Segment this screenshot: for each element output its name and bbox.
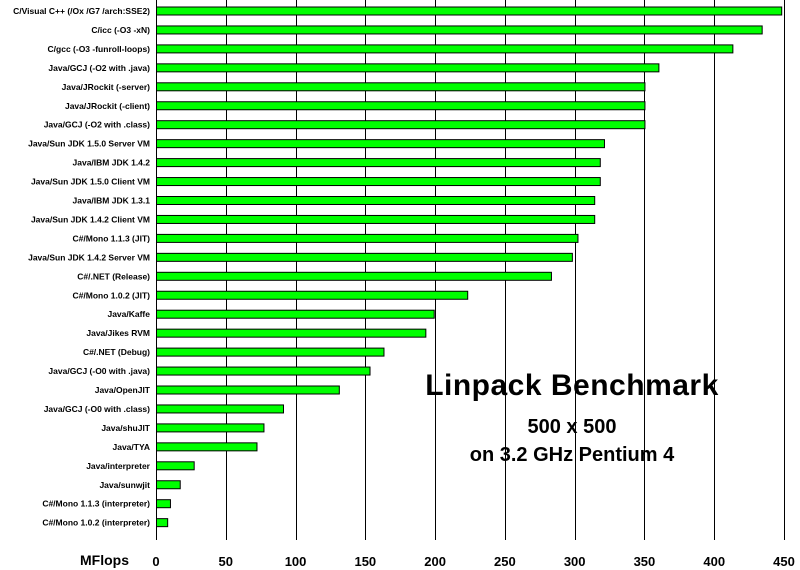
bar xyxy=(156,461,195,471)
bar xyxy=(156,347,385,357)
category-label: Java/Jikes RVM xyxy=(86,328,150,338)
x-tick-label: 100 xyxy=(285,554,307,569)
bar xyxy=(156,120,646,130)
x-tick-label: 200 xyxy=(424,554,446,569)
category-label: C/gcc (-O3 -funroll-loops) xyxy=(48,44,151,54)
category-label: Java/GCJ (-O0 with .java) xyxy=(48,366,150,376)
bar xyxy=(156,139,605,149)
category-label: Java/GCJ (-O2 with .class) xyxy=(44,120,150,130)
category-label: C#/Mono 1.0.2 (interpreter) xyxy=(42,518,150,528)
bars xyxy=(156,6,783,528)
bar xyxy=(156,366,371,376)
bar xyxy=(156,423,265,433)
category-label: Java/JRockit (-server) xyxy=(62,82,151,92)
category-label: C/icc (-O3 -xN) xyxy=(91,25,150,35)
bar xyxy=(156,385,340,395)
category-label: Java/TYA xyxy=(113,442,151,452)
bar xyxy=(156,6,783,16)
x-tick-label: 300 xyxy=(564,554,586,569)
bar xyxy=(156,25,763,35)
category-label: C#/.NET (Release) xyxy=(77,271,150,281)
category-label: C#/.NET (Debug) xyxy=(83,347,150,357)
category-label: Java/JRockit (-client) xyxy=(65,101,150,111)
category-label: Java/sunwjit xyxy=(99,480,150,490)
x-tick-labels: 0 50 100 150 200 250 300 350 400 450 xyxy=(152,554,794,569)
bar xyxy=(156,271,552,281)
x-tick-label: 0 xyxy=(152,554,159,569)
category-label: Java/Sun JDK 1.4.2 Client VM xyxy=(31,214,150,224)
category-label: C/Visual C++ (/Ox /G7 /arch:SSE2) xyxy=(13,6,150,16)
bar xyxy=(156,499,171,509)
bar xyxy=(156,518,169,528)
bar xyxy=(156,328,427,338)
bar xyxy=(156,158,601,168)
category-label: C#/Mono 1.1.3 (JIT) xyxy=(73,233,151,243)
chart-title: Linpack Benchmark xyxy=(425,369,719,402)
category-label: Java/Sun JDK 1.5.0 Server VM xyxy=(28,139,150,149)
bar xyxy=(156,101,646,111)
category-label: Java/Kaffe xyxy=(107,309,150,319)
bar xyxy=(156,290,469,300)
bar xyxy=(156,82,646,92)
category-label: Java/IBM JDK 1.4.2 xyxy=(73,158,151,168)
category-label: C#/Mono 1.0.2 (JIT) xyxy=(73,290,151,300)
bar xyxy=(156,309,435,319)
x-axis-label: MFlops xyxy=(80,552,129,568)
category-label: Java/OpenJIT xyxy=(95,385,151,395)
category-label: Java/GCJ (-O0 with .class) xyxy=(44,404,150,414)
category-label: Java/Sun JDK 1.5.0 Client VM xyxy=(31,177,150,187)
category-label: Java/Sun JDK 1.4.2 Server VM xyxy=(28,252,150,262)
bar xyxy=(156,196,596,205)
bar xyxy=(156,214,596,224)
x-tick-label: 150 xyxy=(354,554,376,569)
category-label: Java/shuJIT xyxy=(101,423,150,433)
bar xyxy=(156,63,660,73)
x-tick-label: 350 xyxy=(634,554,656,569)
bar xyxy=(156,44,734,54)
x-tick-label: 400 xyxy=(703,554,725,569)
bar xyxy=(156,404,284,414)
category-label: Java/interpreter xyxy=(86,461,150,471)
x-tick-label: 50 xyxy=(219,554,233,569)
category-label: Java/GCJ (-O2 with .java) xyxy=(48,63,150,73)
bar xyxy=(156,480,181,490)
chart-subtitle: 500 x 500 xyxy=(527,416,617,438)
category-label: Java/IBM JDK 1.3.1 xyxy=(73,196,151,206)
bar xyxy=(156,442,258,452)
x-tick-label: 250 xyxy=(494,554,516,569)
chart-subtitle-2: on 3.2 GHz Pentium 4 xyxy=(469,444,675,466)
category-label: C#/Mono 1.1.3 (interpreter) xyxy=(42,499,150,509)
bar xyxy=(156,177,601,187)
category-labels: C/Visual C++ (/Ox /G7 /arch:SSE2) C/icc (… xyxy=(13,6,151,528)
bar xyxy=(156,233,579,243)
x-tick-label: 450 xyxy=(773,554,795,569)
chart-title-block: Linpack Benchmark 500 x 500 on 3.2 GHz P… xyxy=(400,368,744,468)
bar xyxy=(156,252,573,262)
